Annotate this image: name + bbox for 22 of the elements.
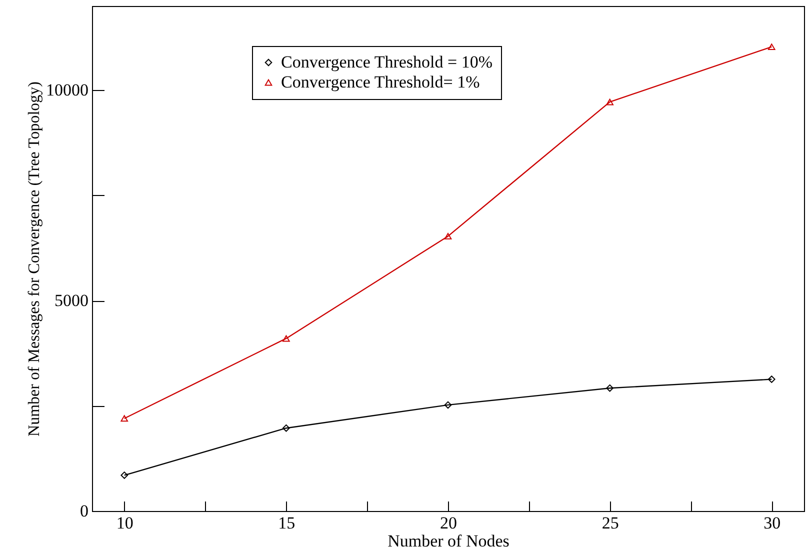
point <box>606 384 614 392</box>
point <box>444 232 452 240</box>
point <box>282 424 290 432</box>
point <box>768 376 776 383</box>
point <box>120 472 128 479</box>
x-axis-title: Number of Nodes <box>388 532 510 550</box>
legend-label: Convergence Threshold = 10% <box>281 52 492 72</box>
y-tick-label: 5000 <box>54 291 88 310</box>
point <box>606 98 614 106</box>
point <box>444 401 452 409</box>
y-tick-label: 0 <box>80 502 88 520</box>
x-tick-label: 30 <box>764 514 781 532</box>
point <box>120 415 128 422</box>
legend-label: Convergence Threshold= 1% <box>281 72 480 92</box>
point <box>768 44 776 50</box>
x-tick-label: 20 <box>440 514 457 532</box>
x-tick-label: 10 <box>116 514 134 532</box>
y-tick-label: 10000 <box>46 80 88 100</box>
point <box>282 335 290 342</box>
y-axis-title: Number of Messages for Convergence (Tree Topology) <box>26 82 43 436</box>
x-tick-label: 25 <box>602 514 619 532</box>
x-tick-label: 15 <box>278 514 296 532</box>
